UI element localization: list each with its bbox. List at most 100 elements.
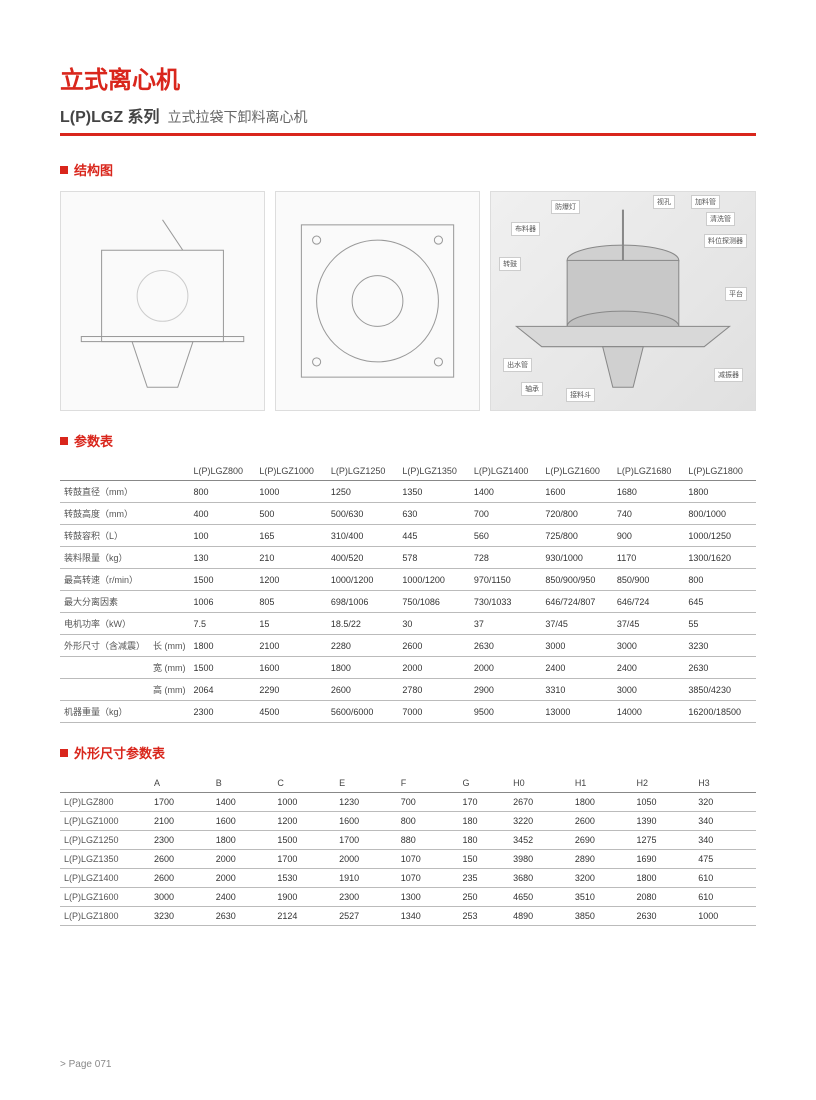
- table-cell: 2780: [398, 679, 470, 701]
- table-cell: 3680: [509, 869, 571, 888]
- table-cell: 2300: [335, 888, 397, 907]
- table-cell: 340: [694, 812, 756, 831]
- table-cell: 3310: [541, 679, 613, 701]
- table-row: 装料限量（kg）130210400/520578728930/100011701…: [60, 547, 756, 569]
- table-cell: 1275: [633, 831, 695, 850]
- table-cell: 2080: [633, 888, 695, 907]
- table-cell: 转鼓直径（mm）: [60, 481, 149, 503]
- table-cell: 700: [470, 503, 542, 525]
- table-cell: 2527: [335, 907, 397, 926]
- table-cell: 7.5: [190, 613, 256, 635]
- table-row: 转鼓直径（mm）8001000125013501400160016801800: [60, 481, 756, 503]
- table-cell: L(P)LGZ1600: [60, 888, 150, 907]
- table-cell: 1000: [694, 907, 756, 926]
- table-cell: 900: [613, 525, 685, 547]
- section-params-title: 参数表: [74, 431, 113, 450]
- table-cell: 310/400: [327, 525, 399, 547]
- table-cell: 165: [255, 525, 327, 547]
- table-cell: 3850/4230: [684, 679, 756, 701]
- table-header: H3: [694, 774, 756, 793]
- table-cell: 1400: [470, 481, 542, 503]
- table-cell: 1006: [190, 591, 256, 613]
- table-cell: 2280: [327, 635, 399, 657]
- section-dims-title: 外形尺寸参数表: [74, 743, 165, 762]
- table-cell: 1070: [397, 850, 459, 869]
- table-header: L(P)LGZ1600: [541, 462, 613, 481]
- table-cell: 170: [458, 793, 509, 812]
- table-cell: 4890: [509, 907, 571, 926]
- subtitle-row: L(P)LGZ 系列 立式拉袋下卸料离心机: [60, 103, 756, 127]
- table-cell: 1500: [273, 831, 335, 850]
- table-header: L(P)LGZ1250: [327, 462, 399, 481]
- table-cell: 4500: [255, 701, 327, 723]
- diagram-3d-view: 防爆灯 视孔 加料管 布料器 清洗管 料位探测器 转鼓 平台 出水管 接料斗 轴…: [490, 191, 756, 411]
- table-cell: 930/1000: [541, 547, 613, 569]
- table-row: L(P)LGZ135026002000170020001070150398028…: [60, 850, 756, 869]
- table-row: 转鼓高度（mm）400500500/630630700720/800740800…: [60, 503, 756, 525]
- table-cell: 2600: [150, 850, 212, 869]
- table-row: 外形尺寸（含减震）长 (mm)1800210022802600263030003…: [60, 635, 756, 657]
- table-header: H2: [633, 774, 695, 793]
- table-cell: [149, 503, 190, 525]
- callout-label: 清洗管: [706, 212, 735, 226]
- table-cell: 1000: [255, 481, 327, 503]
- table-cell: [149, 701, 190, 723]
- table-cell: 2630: [212, 907, 274, 926]
- table-cell: 高 (mm): [149, 679, 190, 701]
- table-cell: 2670: [509, 793, 571, 812]
- table-cell: 3000: [541, 635, 613, 657]
- table-cell: 37: [470, 613, 542, 635]
- table-cell: 3200: [571, 869, 633, 888]
- table-cell: 1200: [273, 812, 335, 831]
- table-cell: 970/1150: [470, 569, 542, 591]
- table-cell: 长 (mm): [149, 635, 190, 657]
- table-cell: 320: [694, 793, 756, 812]
- table-cell: 1800: [571, 793, 633, 812]
- table-cell: 646/724/807: [541, 591, 613, 613]
- table-cell: 1690: [633, 850, 695, 869]
- table-cell: 1530: [273, 869, 335, 888]
- table-cell: 1300/1620: [684, 547, 756, 569]
- table-header: C: [273, 774, 335, 793]
- table-cell: 850/900/950: [541, 569, 613, 591]
- table-cell: [60, 679, 149, 701]
- callout-label: 平台: [725, 287, 747, 301]
- table-cell: [149, 613, 190, 635]
- table-cell: 机器重量（kg）: [60, 701, 149, 723]
- table-cell: 150: [458, 850, 509, 869]
- table-cell: 1800: [212, 831, 274, 850]
- table-cell: 2300: [150, 831, 212, 850]
- table-cell: 2890: [571, 850, 633, 869]
- table-cell: 210: [255, 547, 327, 569]
- table-cell: 610: [694, 869, 756, 888]
- table-cell: 700: [397, 793, 459, 812]
- table-cell: 3000: [613, 679, 685, 701]
- page-title: 立式离心机: [60, 60, 756, 95]
- table-cell: L(P)LGZ800: [60, 793, 150, 812]
- table-cell: 37/45: [541, 613, 613, 635]
- diagram-area: 防爆灯 视孔 加料管 布料器 清洗管 料位探测器 转鼓 平台 出水管 接料斗 轴…: [60, 191, 756, 411]
- diagram-front-view: [60, 191, 265, 411]
- callout-label: 轴承: [521, 382, 543, 396]
- table-header: L(P)LGZ800: [190, 462, 256, 481]
- table-cell: 2400: [541, 657, 613, 679]
- table-cell: 1910: [335, 869, 397, 888]
- table-header: [149, 462, 190, 481]
- table-cell: 2000: [212, 869, 274, 888]
- table-cell: 2124: [273, 907, 335, 926]
- table-cell: 1230: [335, 793, 397, 812]
- table-cell: [149, 591, 190, 613]
- table-row: L(P)LGZ100021001600120016008001803220260…: [60, 812, 756, 831]
- table-cell: [60, 657, 149, 679]
- table-cell: 1500: [190, 657, 256, 679]
- table-cell: 3230: [684, 635, 756, 657]
- table-header: L(P)LGZ1800: [684, 462, 756, 481]
- table-cell: 2064: [190, 679, 256, 701]
- table-cell: 转鼓容积（L）: [60, 525, 149, 547]
- table-cell: 1800: [684, 481, 756, 503]
- table-row: L(P)LGZ180032302630212425271340253489038…: [60, 907, 756, 926]
- table-cell: 400: [190, 503, 256, 525]
- table-header: [60, 774, 150, 793]
- table-cell: 2690: [571, 831, 633, 850]
- table-cell: 装料限量（kg）: [60, 547, 149, 569]
